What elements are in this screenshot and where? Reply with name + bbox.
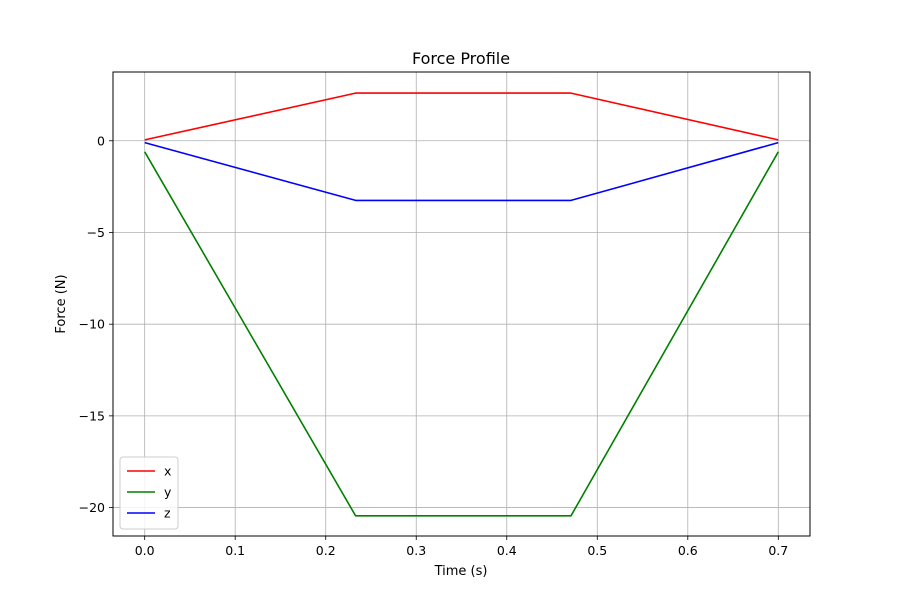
y-tick-label: −5 bbox=[87, 225, 105, 240]
chart-title: Force Profile bbox=[412, 49, 510, 68]
grid-lines bbox=[113, 72, 810, 536]
x-tick-label: 0.4 bbox=[497, 543, 517, 558]
y-tick-label: −10 bbox=[79, 317, 105, 332]
x-tick-label: 0.0 bbox=[135, 543, 155, 558]
x-axis-label: Time (s) bbox=[434, 564, 488, 579]
series-line-z bbox=[144, 141, 779, 202]
y-tick-label: 0 bbox=[97, 133, 105, 148]
x-tick-label: 0.6 bbox=[678, 543, 698, 558]
x-tick-label: 0.5 bbox=[587, 543, 607, 558]
legend-label-x: x bbox=[164, 464, 171, 479]
series-line-x bbox=[144, 92, 779, 141]
y-axis-ticks: 0 −5 −10 −15 −20 bbox=[79, 133, 113, 515]
legend-label-y: y bbox=[164, 485, 172, 500]
legend-box bbox=[119, 456, 179, 530]
y-tick-label: −15 bbox=[79, 408, 105, 423]
y-axis-label: Force (N) bbox=[54, 274, 69, 333]
x-tick-label: 0.3 bbox=[406, 543, 426, 558]
x-tick-label: 0.2 bbox=[316, 543, 336, 558]
plot-lines bbox=[144, 92, 779, 517]
x-tick-label: 0.7 bbox=[768, 543, 788, 558]
x-axis-ticks: 0.0 0.1 0.2 0.3 0.4 0.5 0.6 0.7 bbox=[135, 536, 788, 558]
x-tick-label: 0.1 bbox=[225, 543, 245, 558]
plot-frame bbox=[112, 71, 811, 537]
legend-label-z: z bbox=[164, 506, 171, 521]
y-tick-label: −20 bbox=[79, 500, 105, 515]
legend: xyz bbox=[119, 456, 179, 530]
series-line-y bbox=[144, 151, 779, 517]
